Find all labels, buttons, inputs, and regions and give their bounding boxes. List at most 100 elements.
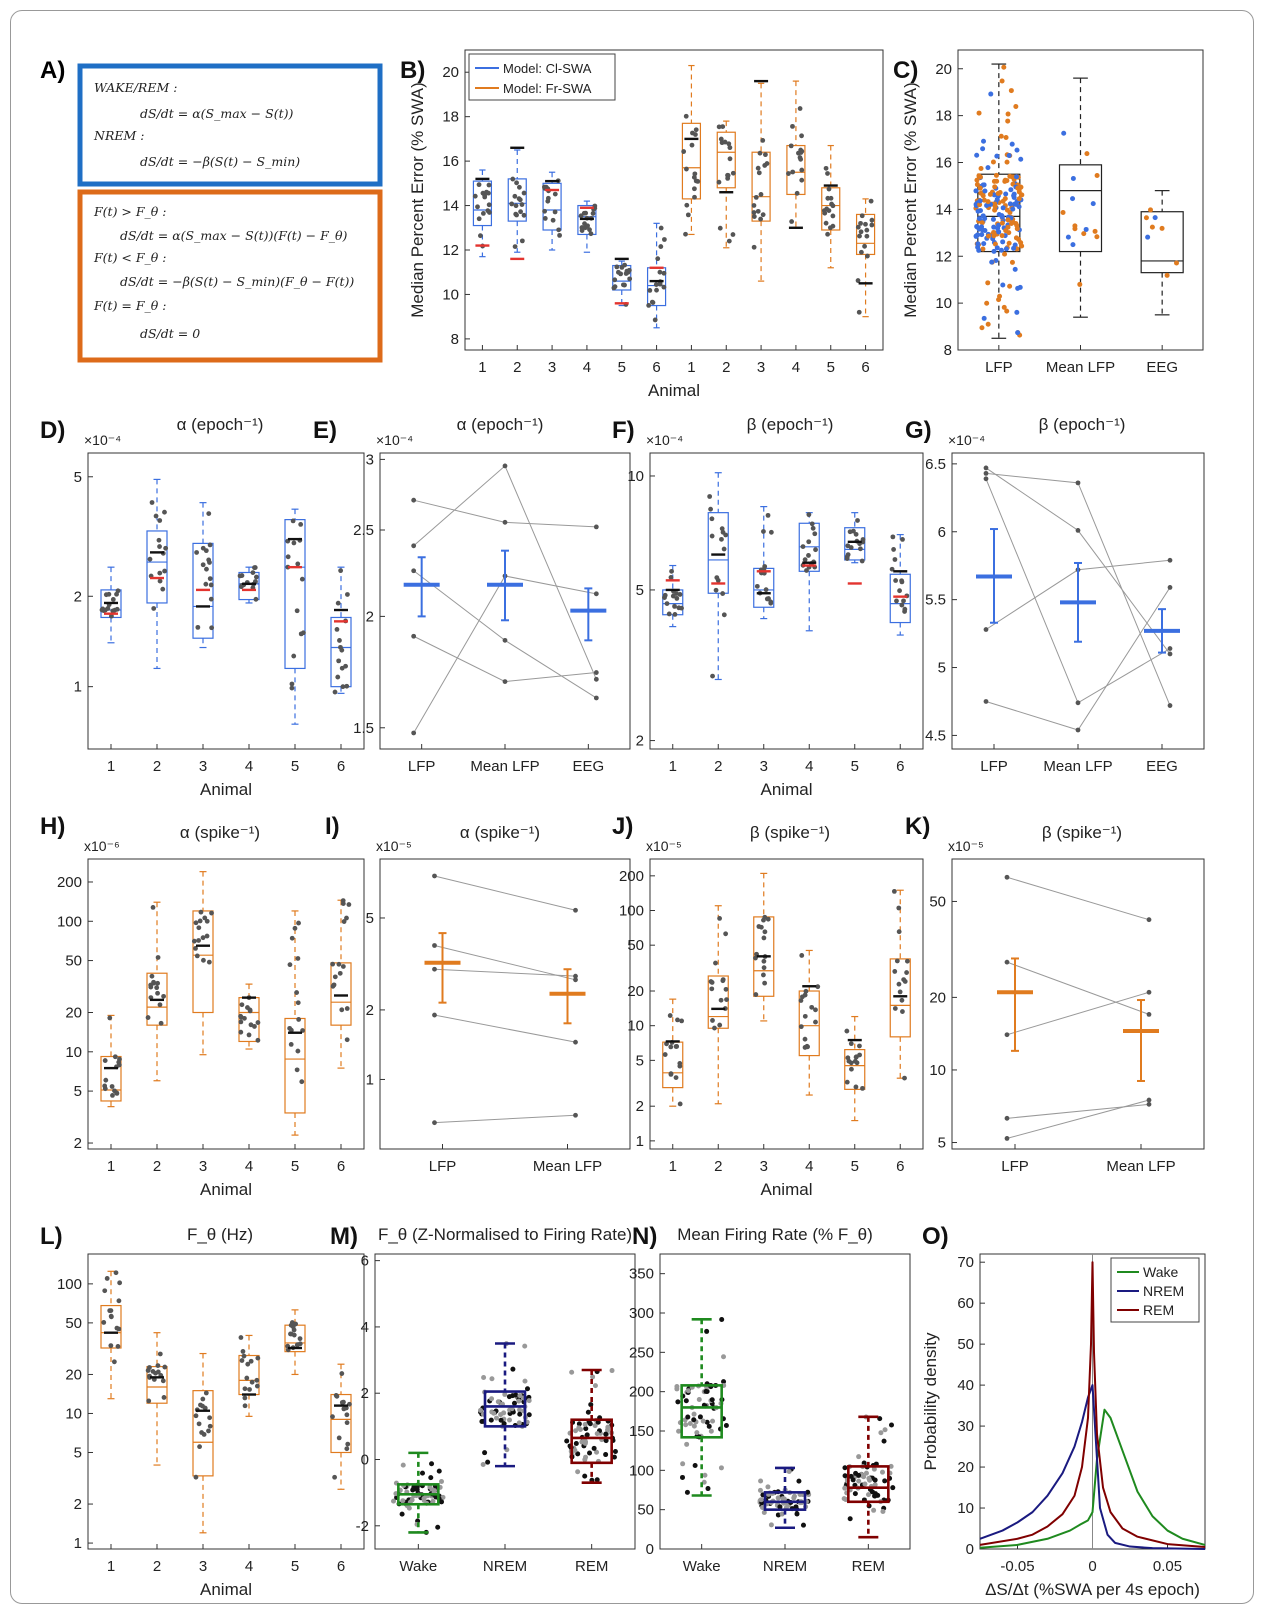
chart-e-xtick-label-1: Mean LFP [470, 758, 539, 775]
chart-d-point-1-13 [153, 513, 159, 519]
chart-b-point-1-15 [521, 212, 527, 218]
chart-b-box-0 [472, 180, 493, 227]
chart-l-point-4-12 [291, 1332, 297, 1338]
chart-m-point-0-66 [409, 1497, 415, 1503]
chart-d-letter: D) [40, 417, 65, 444]
chart-c-xtick-label-2: EEG [1146, 359, 1178, 376]
chart-h-box-5 [330, 962, 352, 1026]
chart-j-point-5-4 [896, 981, 902, 987]
chart-f-xtick-label-1: 2 [714, 758, 722, 775]
chart-f-ytick-label-0: 2 [636, 733, 644, 750]
chart-c-point-0-121 [1008, 88, 1014, 94]
chart-c-point-0-212 [985, 165, 991, 171]
chart-j-point-3-5 [802, 1013, 808, 1019]
chart-d-xtick-label-3: 4 [245, 758, 253, 775]
chart-m-point-1-20 [522, 1343, 528, 1349]
chart-m-point-1-41 [517, 1411, 523, 1417]
chart-m-point-2-64 [591, 1445, 597, 1451]
chart-d-point-1-7 [157, 544, 162, 549]
chart-f-point-1-3 [719, 526, 725, 532]
chart-b-point-1-3 [513, 203, 519, 209]
chart-j-point-0-12 [668, 1044, 674, 1050]
chart-n-point-0-6 [684, 1489, 690, 1495]
chart-d-point-1-6 [157, 578, 163, 584]
chart-i-pair-point-0-0 [432, 873, 437, 879]
chart-c-point-0-57 [1006, 240, 1012, 246]
chart-n-box-2 [847, 1465, 890, 1504]
chart-d-xtick-label-5: 6 [337, 758, 345, 775]
chart-c-point-1-11 [1065, 234, 1071, 240]
chart-e-pair-point-2-0 [411, 568, 417, 574]
chart-h-box-0 [100, 1055, 122, 1102]
chart-m-point-2-44 [590, 1374, 596, 1380]
chart-m-point-1-66 [517, 1393, 523, 1399]
chart-b-point-2-11 [550, 217, 556, 223]
chart-c-point-1-8 [1070, 242, 1076, 248]
chart-f-point-5-3 [899, 602, 905, 608]
chart-b-legend-box [468, 53, 616, 101]
chart-m-box-1 [483, 1390, 527, 1428]
chart-b-point-3-12 [587, 227, 592, 233]
chart-c-point-0-78 [998, 133, 1004, 139]
chart-m-point-1-17 [522, 1378, 528, 1384]
chart-f-point-5-10 [891, 547, 896, 552]
chart-h-point-2-11 [196, 938, 201, 943]
chart-b-point-5-4 [649, 299, 655, 305]
chart-n-point-1-33 [758, 1478, 764, 1484]
chart-n-point-0-15 [692, 1463, 698, 1469]
chart-b-point-1-6 [516, 184, 522, 190]
chart-j-point-3-1 [809, 1004, 815, 1010]
chart-c-point-0-202 [1013, 104, 1019, 110]
chart-o-series-rem [979, 1261, 1206, 1548]
chart-o-ytick-label-6: 60 [957, 1295, 974, 1312]
chart-c-point-0-205 [1017, 284, 1023, 290]
chart-i-pair-point-4-0 [432, 1120, 437, 1126]
chart-g-title: β (epoch⁻¹) [1039, 415, 1126, 434]
chart-d-point-4-6 [300, 630, 306, 636]
panel-a-box-2 [77, 189, 383, 363]
chart-d-point-2-4 [207, 560, 212, 565]
chart-o-legend-label-2: REM [1143, 1302, 1174, 1318]
chart-l-point-3-10 [241, 1353, 247, 1359]
chart-n-point-2-61 [842, 1473, 848, 1479]
chart-d-point-5-8 [337, 638, 342, 643]
chart-c-point-0-206 [985, 199, 991, 205]
chart-n-point-0-58 [685, 1388, 691, 1394]
chart-b-xtick-label-0: 1 [478, 359, 486, 376]
chart-n-point-1-21 [777, 1504, 783, 1510]
chart-c-point-0-208 [1005, 224, 1011, 230]
chart-b-point-6-4 [692, 186, 697, 192]
chart-f-point-4-11 [844, 556, 850, 561]
chart-l-point-3-1 [254, 1383, 260, 1389]
chart-b-point-9-13 [789, 219, 795, 224]
chart-c-point-0-160 [974, 152, 980, 158]
chart-n-point-2-57 [872, 1493, 878, 1499]
chart-h-xtick-label-3: 4 [245, 1158, 253, 1175]
chart-i-letter: I) [325, 813, 340, 840]
chart-f-point-3-2 [809, 521, 815, 527]
chart-n-point-0-46 [691, 1411, 697, 1417]
chart-d-point-1-8 [149, 500, 155, 505]
chart-b-xtick-label-1: 2 [513, 359, 521, 376]
chart-c-point-0-192 [995, 225, 1001, 231]
chart-l-ytick-label-5: 50 [65, 1315, 82, 1332]
chart-c-point-0-190 [974, 223, 980, 229]
chart-l-point-0-10 [114, 1325, 120, 1331]
chart-f-point-1-5 [709, 516, 715, 522]
chart-g-pair-point-4-0 [983, 699, 989, 704]
chart-c-point-0-174 [1014, 226, 1020, 232]
chart-h-point-3-12 [246, 1032, 252, 1038]
chart-m-point-2-34 [583, 1454, 589, 1460]
chart-b-point-7-12 [717, 225, 723, 231]
chart-j-point-4-9 [844, 1079, 850, 1085]
chart-h-point-5-12 [344, 1037, 350, 1043]
chart-f-point-3-12 [800, 544, 806, 549]
chart-c-point-0-156 [1001, 64, 1007, 70]
chart-d-point-3-12 [252, 565, 257, 571]
chart-j-point-5-0 [896, 929, 902, 935]
chart-d-ytick-label-1: 2 [74, 588, 82, 605]
chart-i-pair-line-0 [434, 875, 576, 911]
chart-h-point-3-9 [238, 1019, 244, 1025]
chart-n-point-2-50 [856, 1472, 862, 1478]
chart-b-point-1-0 [512, 244, 518, 250]
